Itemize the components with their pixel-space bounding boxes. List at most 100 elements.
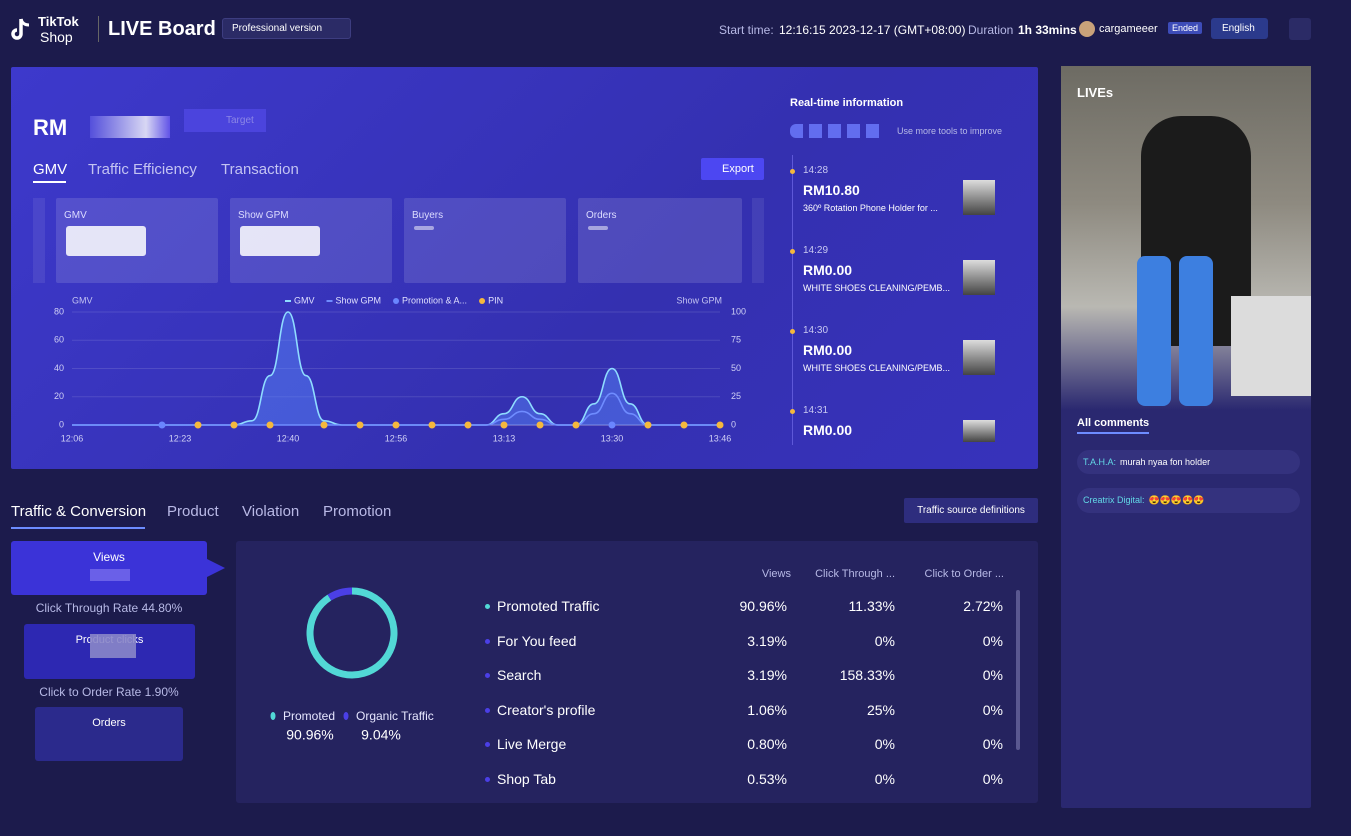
source-value: 1.06% xyxy=(747,701,787,718)
item-amount: RM0.00 xyxy=(803,342,853,358)
comments-title: All comments xyxy=(1077,417,1150,434)
rate-value: 44.80% xyxy=(141,601,183,615)
row-bullet xyxy=(485,776,490,782)
comment-user: Creatrix Digital: xyxy=(1083,495,1145,505)
timeline-dot xyxy=(790,329,795,334)
live-video xyxy=(1061,66,1311,410)
fullscreen-button[interactable] xyxy=(1289,18,1311,40)
source-value: 3.19% xyxy=(747,632,787,649)
brand-sub: Shop xyxy=(40,29,73,45)
source-name: Creator's profile xyxy=(497,701,596,718)
metric-tab[interactable]: GMV xyxy=(33,161,68,178)
rate-label: Click Through Rate xyxy=(35,601,139,615)
user-name: cargameeer xyxy=(1099,23,1158,35)
brand: TikTok xyxy=(38,14,79,29)
item-time: 14:30 xyxy=(803,325,829,336)
item-time: 14:28 xyxy=(803,165,829,176)
item-product: 360º Rotation Phone Holder for ... xyxy=(803,203,938,213)
source-value: 0% xyxy=(982,632,1003,649)
redacted-value xyxy=(588,226,608,230)
row-bullet xyxy=(485,604,490,609)
source-name: Shop Tab xyxy=(497,770,556,787)
card-label: GMV xyxy=(64,210,87,221)
column-header: Views xyxy=(761,568,791,580)
rate-label: Click to Order Rate xyxy=(39,685,142,699)
card-label: Buyers xyxy=(412,210,444,221)
source-value: 11.33% xyxy=(848,598,895,614)
video-bottle xyxy=(1179,256,1213,406)
source-value: 0% xyxy=(982,701,1003,718)
source-name: Live Merge xyxy=(497,736,567,752)
card-label: Orders xyxy=(586,210,617,221)
realtime-title: Real-time information xyxy=(790,97,904,109)
item-thumbnail xyxy=(963,420,995,442)
definitions-button[interactable]: Traffic source definitions xyxy=(904,498,1038,523)
source-name: Promoted Traffic xyxy=(497,598,600,614)
divider xyxy=(98,16,99,42)
page-title: LIVE Board xyxy=(108,18,216,40)
source-value: 3.19% xyxy=(747,667,787,683)
funnel-label: Views xyxy=(93,550,125,564)
comment: Creatrix Digital: 😍😍😍😍😍 xyxy=(1077,488,1300,513)
traffic-tab[interactable]: Violation xyxy=(242,503,300,520)
tab-underline xyxy=(11,527,145,529)
item-amount: RM10.80 xyxy=(803,182,860,198)
scrollbar[interactable] xyxy=(1016,590,1020,750)
comment-text: 😍😍😍😍😍 xyxy=(1148,495,1205,505)
tab-underline xyxy=(33,181,66,183)
source-value: 0% xyxy=(874,736,895,752)
target-label: Target xyxy=(184,109,266,132)
export-button[interactable]: Export xyxy=(701,158,764,180)
redacted-value xyxy=(66,226,146,256)
table-panel xyxy=(236,541,1038,803)
tool-icons xyxy=(790,124,885,138)
source-value: 90.96% xyxy=(739,598,787,614)
row-bullet xyxy=(485,707,490,713)
card-next[interactable] xyxy=(752,198,764,283)
item-product: WHITE SHOES CLEANING/PEMB... xyxy=(803,283,951,293)
source-value: 0.80% xyxy=(747,736,787,752)
source-value: 0.53% xyxy=(747,770,787,787)
traffic-tab[interactable]: Promotion xyxy=(323,503,392,520)
live-title: LIVEs xyxy=(1077,85,1114,100)
timeline-dot xyxy=(790,249,795,254)
traffic-tab[interactable]: Product xyxy=(167,503,219,520)
item-thumbnail xyxy=(963,180,995,215)
video-boxes xyxy=(1231,296,1311,396)
item-amount: RM0.00 xyxy=(803,422,853,438)
funnel-rate: Click to Order Rate 1.90% xyxy=(0,685,218,699)
language-button[interactable]: English xyxy=(1211,18,1268,39)
funnel-orders xyxy=(35,707,183,761)
source-value: 25% xyxy=(866,701,895,718)
traffic-tab[interactable]: Traffic & Conversion xyxy=(11,503,147,520)
metric-card[interactable] xyxy=(578,198,742,283)
version-button[interactable]: Professional version xyxy=(222,18,352,39)
timeline-dot xyxy=(790,409,795,414)
redacted-value xyxy=(240,226,320,256)
currency: RM xyxy=(33,115,68,140)
column-header: Click to Order ... xyxy=(924,568,1004,580)
source-value: 158.33% xyxy=(839,667,895,683)
redacted-value xyxy=(90,569,130,581)
redacted-value xyxy=(414,226,434,230)
item-thumbnail xyxy=(963,260,995,295)
duration-label: Duration xyxy=(968,23,1014,37)
item-thumbnail xyxy=(963,340,995,375)
logo-icon xyxy=(11,18,30,40)
start-time: 12:16:15 2023-12-17 (GMT+08:00) xyxy=(779,23,966,37)
funnel-arrow xyxy=(207,559,225,577)
metric-tab[interactable]: Transaction xyxy=(221,161,299,178)
metric-card[interactable] xyxy=(404,198,566,283)
start-label: Start time: xyxy=(719,23,774,37)
duration: 1h 33mins xyxy=(1018,23,1077,37)
item-product: WHITE SHOES CLEANING/PEMB... xyxy=(803,363,951,373)
funnel-label: Orders xyxy=(92,717,126,729)
card-prev[interactable] xyxy=(33,198,45,283)
funnel-views xyxy=(11,541,207,595)
source-value: 2.72% xyxy=(963,598,1003,614)
logo: TikTok Shop xyxy=(11,14,91,46)
row-bullet xyxy=(485,742,490,747)
metric-tab[interactable]: Traffic Efficiency xyxy=(88,161,197,178)
item-amount: RM0.00 xyxy=(803,262,853,278)
